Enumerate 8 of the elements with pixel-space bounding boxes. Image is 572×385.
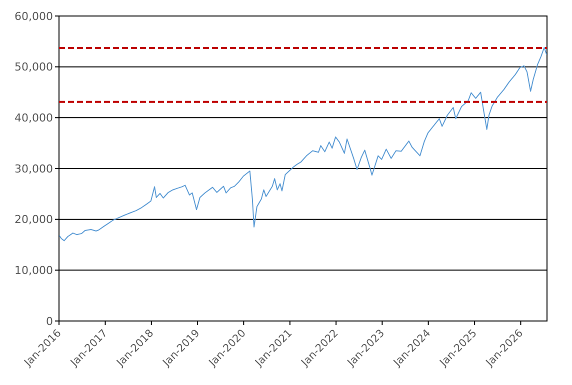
y-tick-label: 20,000 xyxy=(14,213,53,226)
y-tick-label: 40,000 xyxy=(14,112,53,125)
y-tick-label: 30,000 xyxy=(14,162,53,176)
line-series xyxy=(58,47,548,242)
y-tick-label: 60,000 xyxy=(14,10,53,23)
y-tick-label: 50,000 xyxy=(14,60,53,74)
y-tick-label: 0 xyxy=(46,314,53,328)
y-tick-label: 10,000 xyxy=(14,264,53,278)
